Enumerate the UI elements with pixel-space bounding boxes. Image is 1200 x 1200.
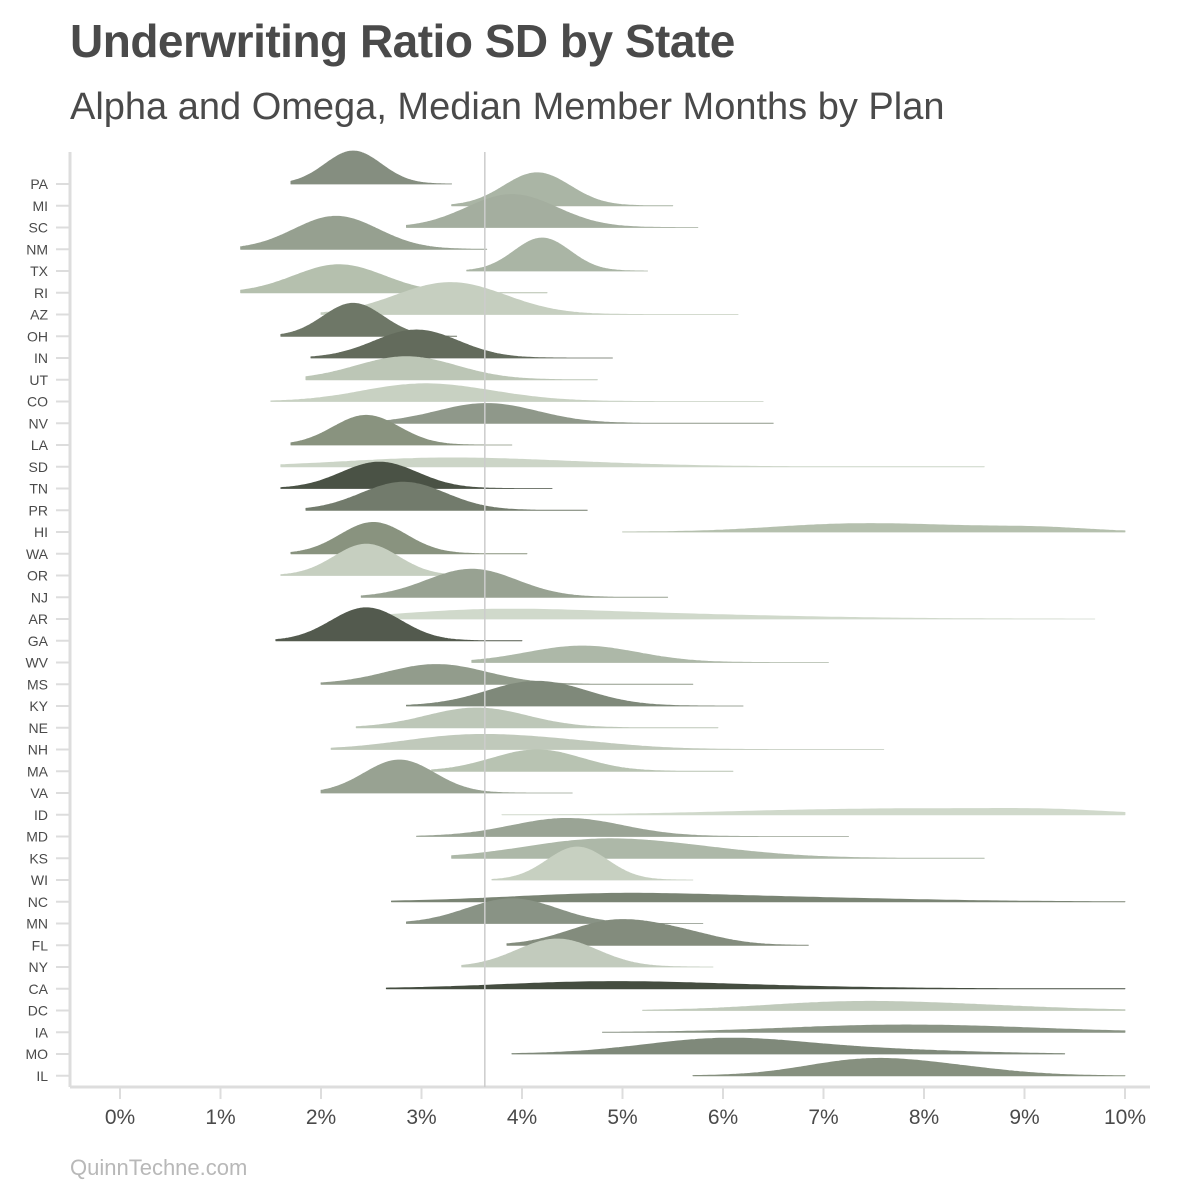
ridge-ga	[275, 607, 523, 642]
y-label-id: ID	[34, 807, 48, 823]
y-label-wv: WV	[25, 655, 48, 671]
ridge-wi	[491, 846, 694, 881]
ridge-fl	[506, 919, 809, 946]
y-label-fl: FL	[32, 937, 49, 953]
ridge-dc	[642, 1000, 1126, 1011]
ridge-ms	[320, 664, 694, 685]
y-label-ks: KS	[29, 850, 48, 866]
x-tick-label-0: 0%	[105, 1106, 135, 1129]
ridge-id	[501, 808, 1126, 816]
ridge-sc	[406, 194, 699, 228]
x-tick-label-5: 5%	[607, 1106, 637, 1129]
y-label-ut: UT	[29, 372, 48, 388]
y-label-ar: AR	[29, 611, 48, 627]
x-tick-label-10: 10%	[1104, 1106, 1146, 1129]
chart-subtitle: Alpha and Omega, Median Member Months by…	[70, 86, 945, 128]
y-label-pa: PA	[30, 176, 48, 192]
ridge-ar	[340, 608, 1096, 620]
ridge-nh	[330, 734, 885, 750]
y-label-mo: MO	[25, 1046, 48, 1062]
y-label-or: OR	[27, 568, 48, 584]
y-label-nv: NV	[29, 415, 49, 431]
y-label-nh: NH	[28, 742, 48, 758]
y-label-co: CO	[27, 394, 48, 410]
ridge-co	[270, 383, 764, 402]
y-label-ga: GA	[28, 633, 49, 649]
ridge-mo	[511, 1037, 1066, 1055]
ridge-ut	[305, 356, 598, 381]
y-label-sd: SD	[29, 459, 48, 475]
y-label-dc: DC	[28, 1003, 48, 1019]
y-label-ma: MA	[27, 763, 49, 779]
ridge-ks	[451, 838, 985, 859]
ridge-il	[692, 1057, 1126, 1077]
ridge-nv	[350, 403, 774, 424]
ridge-va	[320, 759, 573, 794]
y-label-md: MD	[26, 829, 48, 845]
ridge-hi	[622, 523, 1126, 533]
y-label-mn: MN	[26, 916, 48, 932]
ridge-md	[416, 818, 849, 837]
ridge-ny	[461, 938, 714, 968]
y-label-nj: NJ	[31, 589, 48, 605]
x-tick-label-3: 3%	[406, 1106, 436, 1129]
ridge-tn	[280, 461, 553, 489]
x-tick-label-1: 1%	[205, 1106, 235, 1129]
ridge-wv	[471, 645, 829, 663]
chart-title: Underwriting Ratio SD by State	[70, 15, 735, 67]
y-label-pr: PR	[29, 502, 48, 518]
y-label-ca: CA	[29, 981, 49, 997]
ridge-in	[310, 329, 613, 359]
y-label-nm: NM	[26, 241, 48, 257]
y-label-az: AZ	[30, 307, 48, 323]
ridge-pa	[290, 150, 452, 185]
x-tick-label-9: 9%	[1009, 1106, 1039, 1129]
ridge-ne	[355, 707, 719, 729]
y-axis-labels: PA MI SC NM TX RI AZ OH IN UT CO NV LA SD TN PR HI WA OR NJ…	[25, 176, 48, 1084]
ridge-mn	[406, 898, 704, 924]
y-label-ia: IA	[35, 1024, 49, 1040]
ridge-ma	[431, 749, 734, 772]
y-label-tx: TX	[30, 263, 49, 279]
x-tick-label-7: 7%	[808, 1106, 838, 1129]
y-label-il: IL	[36, 1068, 48, 1084]
y-label-wa: WA	[26, 546, 49, 562]
y-label-hi: HI	[34, 524, 48, 540]
ridge-az	[320, 282, 739, 315]
y-label-ny: NY	[29, 959, 49, 975]
source-caption: QuinnTechne.com	[70, 1155, 248, 1180]
ridge-ca	[385, 981, 1126, 990]
ridge-ia	[602, 1024, 1126, 1033]
y-label-sc: SC	[29, 220, 48, 236]
ridge-ky	[406, 680, 744, 707]
ridge-tx	[466, 237, 648, 272]
ridge-nm	[240, 215, 488, 250]
y-label-ky: KY	[29, 698, 48, 714]
y-label-nc: NC	[28, 894, 48, 910]
y-label-ri: RI	[34, 285, 48, 301]
y-label-ms: MS	[27, 676, 48, 692]
x-tick-label-4: 4%	[507, 1106, 537, 1129]
y-label-wi: WI	[31, 872, 48, 888]
x-axis: 0% 1% 2% 3% 4% 5% 6% 7% 8% 9% 10%	[68, 152, 1150, 1129]
y-label-va: VA	[30, 785, 48, 801]
ridge-nc	[391, 892, 1126, 903]
ridge-nj	[360, 568, 669, 598]
y-label-la: LA	[31, 437, 49, 453]
ridge-sd	[280, 457, 985, 468]
y-label-in: IN	[34, 350, 48, 366]
ridge-pr	[305, 481, 588, 511]
ridges-layer	[240, 150, 1126, 1077]
y-label-ne: NE	[29, 720, 48, 736]
x-tick-label-6: 6%	[708, 1106, 738, 1129]
ridge-wa	[290, 522, 528, 555]
y-label-oh: OH	[27, 328, 48, 344]
y-label-mi: MI	[32, 198, 48, 214]
ridge-la	[290, 414, 513, 446]
y-label-tn: TN	[29, 481, 48, 497]
x-tick-label-2: 2%	[306, 1106, 336, 1129]
x-tick-label-8: 8%	[909, 1106, 939, 1129]
y-axis-ticks	[56, 183, 70, 1077]
